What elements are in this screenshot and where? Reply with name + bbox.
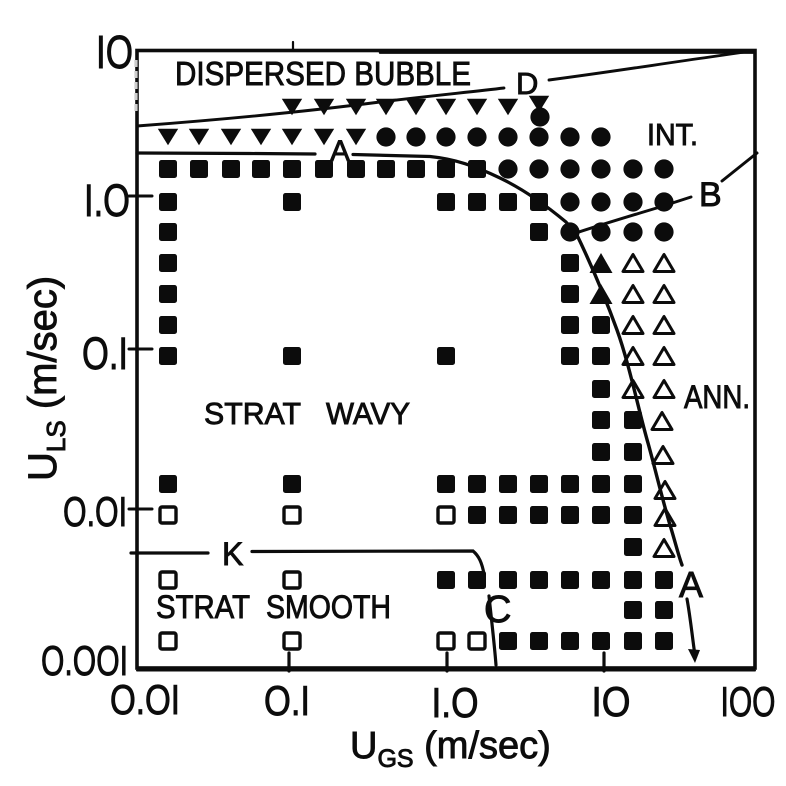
svg-text:C: C [484,589,511,631]
svg-text:IO: IO [96,26,133,78]
svg-text:ANN.: ANN. [684,379,750,415]
svg-text:IO: IO [592,678,631,725]
svg-text:O.OOI: O.OOI [41,637,128,684]
svg-text:ULS (m/sec): ULS (m/sec) [21,276,71,481]
svg-text:O.OI: O.OI [63,488,127,535]
svg-text:K: K [222,536,243,572]
svg-text:IOO: IOO [721,678,776,725]
svg-text:UGS (m/sec): UGS (m/sec) [350,725,551,773]
svg-text:STRAT: STRAT [156,589,250,625]
svg-text:D: D [516,66,538,101]
svg-text:A: A [330,135,350,168]
svg-text:DISPERSED BUBBLE: DISPERSED BUBBLE [175,55,471,92]
svg-text:I.O: I.O [84,175,130,226]
svg-text:O.I: O.I [82,328,128,379]
svg-text:O.I: O.I [264,677,310,724]
svg-text:INT.: INT. [647,117,698,152]
svg-text:STRAT: STRAT [204,396,301,431]
svg-text:I.O: I.O [432,679,479,726]
svg-text:A: A [679,564,703,605]
svg-text:SMOOTH: SMOOTH [266,589,391,625]
svg-text:B: B [699,176,722,214]
svg-text:WAVY: WAVY [326,396,410,431]
svg-text:O.OI: O.OI [110,676,180,723]
